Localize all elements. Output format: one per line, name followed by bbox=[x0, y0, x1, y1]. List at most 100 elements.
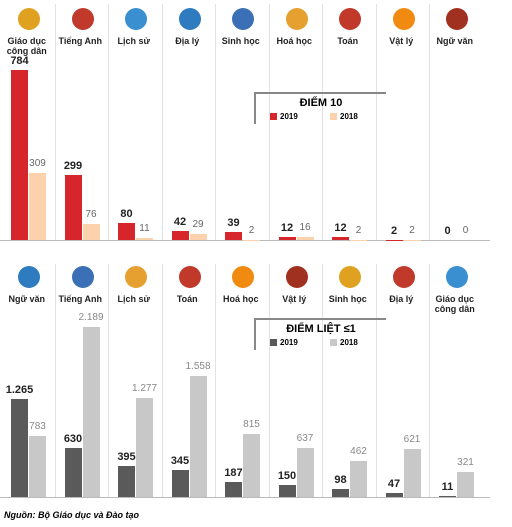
value-label: 1.558 bbox=[185, 361, 211, 372]
bar bbox=[171, 470, 189, 497]
column-separator bbox=[429, 4, 430, 240]
value-label: 2.189 bbox=[78, 312, 104, 323]
value-label: 150 bbox=[277, 470, 297, 483]
bar bbox=[136, 397, 153, 497]
legend-label: 2018 bbox=[340, 112, 358, 121]
bar bbox=[189, 233, 207, 240]
bar bbox=[225, 231, 242, 240]
subject-icon bbox=[339, 8, 361, 30]
bar bbox=[82, 327, 100, 497]
value-label: 42 bbox=[173, 215, 187, 228]
column-separator bbox=[54, 4, 56, 240]
value-label: 637 bbox=[296, 432, 314, 444]
legend-swatch bbox=[330, 113, 337, 120]
column-separator bbox=[215, 264, 216, 497]
bar bbox=[118, 466, 135, 497]
column-separator bbox=[108, 4, 109, 240]
category-label: Sinh học bbox=[328, 294, 367, 304]
value-label: 98 bbox=[334, 474, 347, 487]
value-label: 630 bbox=[63, 433, 83, 446]
column-separator bbox=[322, 264, 323, 497]
value-label: 621 bbox=[403, 433, 421, 445]
bar bbox=[332, 237, 349, 240]
legend-label: 2018 bbox=[340, 338, 358, 347]
value-label: 1.265 bbox=[5, 383, 34, 396]
subject-icon bbox=[285, 266, 308, 288]
bar bbox=[332, 489, 349, 497]
column-separator bbox=[322, 4, 323, 240]
category-label: Toán bbox=[176, 294, 198, 304]
subject-icon bbox=[446, 266, 468, 288]
category-label: Tiếng Anh bbox=[58, 36, 103, 46]
bar bbox=[189, 376, 207, 497]
bar bbox=[296, 447, 314, 497]
subject-icon bbox=[446, 8, 468, 30]
subject-icon bbox=[18, 266, 40, 288]
source: Nguồn: Bộ Giáo dục và Đào tạo bbox=[4, 510, 140, 520]
category-label: Địa lý bbox=[389, 294, 414, 304]
subject-icon bbox=[232, 8, 254, 30]
bar bbox=[278, 485, 296, 497]
value-label: 0 bbox=[462, 225, 469, 236]
column-separator bbox=[375, 4, 377, 240]
value-label: 2 bbox=[248, 224, 255, 236]
bar bbox=[118, 222, 135, 240]
value-label: 16 bbox=[299, 221, 311, 233]
subject-icon bbox=[125, 266, 147, 288]
bar bbox=[296, 236, 314, 240]
value-label: 1.277 bbox=[131, 382, 158, 394]
category-label: Hoá học bbox=[276, 36, 312, 46]
bar bbox=[385, 493, 403, 497]
bar bbox=[403, 448, 421, 497]
category-label: Vật lý bbox=[282, 294, 307, 304]
bar bbox=[136, 237, 153, 240]
bar bbox=[29, 436, 46, 497]
category-label: Giáo dục công dân bbox=[6, 36, 47, 56]
bar bbox=[457, 472, 474, 497]
bar bbox=[29, 172, 46, 240]
category-label: Ngữ văn bbox=[8, 294, 46, 304]
bar bbox=[439, 496, 456, 497]
subject-icon bbox=[18, 8, 40, 30]
bar bbox=[278, 237, 296, 240]
value-label: 39 bbox=[227, 216, 240, 229]
bar bbox=[64, 175, 82, 240]
column-separator bbox=[375, 264, 377, 497]
category-label: Toán bbox=[337, 36, 359, 46]
column-separator bbox=[268, 4, 270, 240]
value-label: 784 bbox=[10, 55, 29, 67]
value-label: 187 bbox=[224, 467, 243, 480]
bar bbox=[225, 482, 242, 497]
legend: ĐIỂM LIỆT ≤1 2019 2018 bbox=[254, 318, 386, 350]
subject-icon bbox=[285, 8, 308, 30]
value-label: 0 bbox=[444, 225, 451, 237]
category-label: Ngữ văn bbox=[436, 36, 474, 46]
column-separator bbox=[268, 264, 270, 497]
value-label: 12 bbox=[334, 222, 347, 235]
legend-swatch bbox=[270, 339, 277, 346]
value-label: 2 bbox=[409, 224, 415, 236]
bar bbox=[64, 448, 82, 497]
category-label: Lịch sử bbox=[117, 36, 151, 46]
bar bbox=[82, 223, 100, 240]
bar bbox=[350, 461, 367, 497]
value-label: 309 bbox=[29, 157, 46, 169]
category-label: Địa lý bbox=[175, 36, 200, 46]
baseline bbox=[0, 497, 490, 498]
subject-icon bbox=[232, 266, 254, 288]
legend-title: ĐIỂM 10 bbox=[299, 97, 343, 109]
category-label: Giáo dục công dân bbox=[434, 294, 475, 314]
value-label: 815 bbox=[243, 418, 260, 430]
category-label: Sinh học bbox=[221, 36, 260, 46]
value-label: 47 bbox=[387, 478, 401, 491]
column-separator bbox=[161, 4, 163, 240]
column-separator bbox=[429, 264, 430, 497]
value-label: 462 bbox=[350, 446, 367, 458]
baseline bbox=[0, 240, 490, 241]
bar bbox=[11, 398, 28, 497]
category-label: Lịch sử bbox=[117, 294, 151, 304]
subject-icon bbox=[392, 266, 415, 288]
value-label: 2 bbox=[355, 224, 362, 236]
column-separator bbox=[108, 264, 109, 497]
legend-swatch bbox=[270, 113, 277, 120]
